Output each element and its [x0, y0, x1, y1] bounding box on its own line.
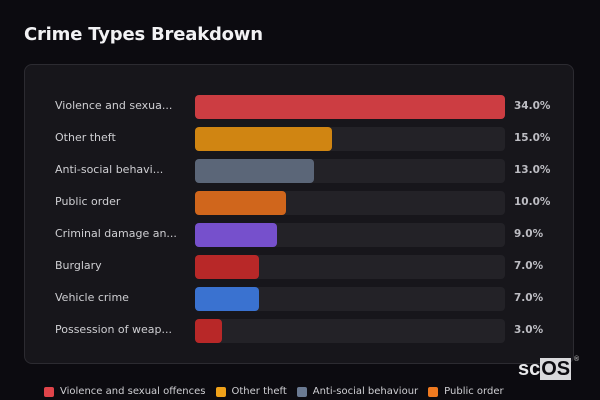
bar-row[interactable]: Other theft 15.0%: [25, 127, 573, 151]
bar-row[interactable]: Public order 10.0%: [25, 191, 573, 215]
legend-label: Public order: [444, 386, 504, 397]
legend-swatch-icon: [428, 386, 439, 397]
bar-row[interactable]: Criminal damage an... 9.0%: [25, 223, 573, 247]
bar-row[interactable]: Vehicle crime 7.0%: [25, 287, 573, 311]
bar-value: 9.0%: [514, 228, 544, 240]
bar-value: 7.0%: [514, 292, 544, 304]
legend-item[interactable]: Violence and sexual offences: [44, 386, 206, 397]
legend-item[interactable]: Public order: [428, 386, 504, 397]
chart-card: Violence and sexua... 34.0% Other theft 15.…: [24, 64, 574, 364]
chart-title: Crime Types Breakdown: [24, 24, 263, 45]
bar-row[interactable]: Violence and sexua... 34.0%: [25, 95, 573, 119]
bar-track: [195, 319, 505, 343]
bar-label: Anti-social behavi...: [55, 163, 164, 176]
bar-value: 7.0%: [514, 260, 544, 272]
legend-swatch-icon: [44, 386, 54, 397]
bar-track: [195, 95, 505, 119]
legend-label: Violence and sexual offences: [60, 386, 206, 397]
bar-label: Vehicle crime: [55, 291, 129, 304]
legend-swatch-icon: [296, 386, 307, 397]
bar-row[interactable]: Anti-social behavi... 13.0%: [25, 159, 573, 183]
bar-fill[interactable]: [195, 287, 259, 311]
bar-track: [195, 127, 505, 151]
bar-value: 3.0%: [514, 324, 544, 336]
bar-fill[interactable]: [195, 223, 278, 247]
scos-logo: scOS ®: [518, 356, 580, 380]
legend-label: Anti-social behaviour: [312, 386, 419, 397]
bar-fill[interactable]: [195, 319, 223, 343]
bar-fill[interactable]: [195, 95, 505, 119]
bar-value: 13.0%: [514, 164, 551, 176]
bar-label: Criminal damage an...: [55, 227, 177, 240]
bar-value: 10.0%: [514, 196, 551, 208]
bar-track: [195, 223, 505, 247]
bar-fill[interactable]: [195, 191, 287, 215]
bar-value: 15.0%: [514, 132, 551, 144]
bar-label: Other theft: [55, 131, 116, 144]
legend-swatch-icon: [215, 386, 226, 397]
bar-fill[interactable]: [195, 127, 332, 151]
bar-track: [195, 191, 505, 215]
legend-label: Other theft: [231, 386, 287, 397]
bar-track: [195, 287, 505, 311]
bar-row[interactable]: Burglary 7.0%: [25, 255, 573, 279]
bar-value: 34.0%: [514, 100, 551, 112]
bar-label: Public order: [55, 195, 121, 208]
chart-legend: Violence and sexual offences Other theft A…: [44, 386, 504, 397]
bar-label: Possession of weap...: [55, 323, 172, 336]
bar-label: Burglary: [55, 259, 102, 272]
bar-row[interactable]: Possession of weap... 3.0%: [25, 319, 573, 343]
bar-fill[interactable]: [195, 159, 314, 183]
bar-track: [195, 159, 505, 183]
legend-item[interactable]: Other theft: [215, 386, 287, 397]
bar-fill[interactable]: [195, 255, 259, 279]
bar-label: Violence and sexua...: [55, 99, 173, 112]
legend-item[interactable]: Anti-social behaviour: [296, 386, 419, 397]
bar-track: [195, 255, 505, 279]
